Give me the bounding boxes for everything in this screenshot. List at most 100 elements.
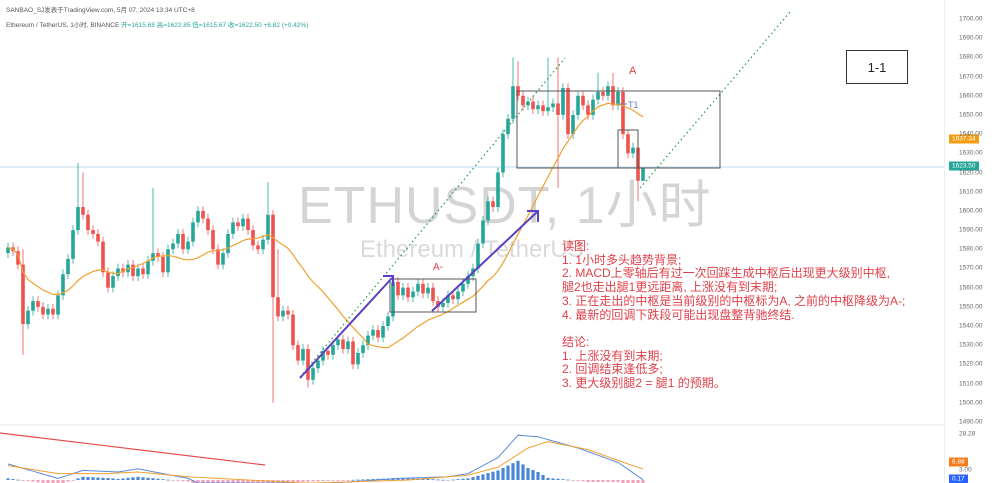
zone-box-small[interactable]: [617, 129, 639, 169]
macd-histogram-bar: [421, 478, 425, 480]
macd-histogram-bar: [486, 473, 490, 480]
candle-body: [626, 134, 630, 154]
macd-histogram-bar: [326, 480, 330, 481]
candle-body: [211, 230, 215, 250]
candle: [301, 344, 305, 366]
macd-histogram-bar: [456, 479, 460, 480]
price-tick: 1500.00: [959, 399, 983, 407]
macd-histogram-bar: [261, 480, 265, 483]
candle-body: [246, 218, 250, 231]
candle: [486, 196, 490, 226]
candle-body: [316, 360, 320, 369]
macd-histogram-bar: [211, 480, 215, 483]
candle-body: [451, 295, 455, 300]
macd-histogram-bar: [511, 463, 515, 480]
macd-histogram-bar: [296, 480, 300, 482]
candle: [331, 340, 335, 360]
candle: [186, 236, 190, 255]
candle: [26, 305, 30, 329]
candle-body: [26, 310, 30, 325]
candle-body: [156, 253, 160, 257]
candle-body: [146, 260, 150, 275]
zone-box-a-minus[interactable]: [389, 278, 477, 313]
candle: [626, 129, 630, 159]
macd-histogram-bar: [136, 476, 140, 480]
candle: [21, 249, 25, 355]
candle-body: [431, 287, 435, 302]
candle: [76, 162, 80, 235]
macd-histogram-bar: [226, 480, 230, 483]
macd-histogram-bar: [516, 460, 520, 480]
macd-histogram-bar: [426, 479, 430, 480]
candle: [641, 167, 645, 181]
candle: [556, 57, 560, 188]
macd-histogram-bar: [571, 480, 575, 481]
macd-histogram-bar: [51, 480, 55, 483]
price-tick: 1600.00: [959, 207, 983, 215]
candle-body: [501, 134, 505, 173]
macd-histogram-bar: [466, 478, 470, 480]
candle-body: [326, 350, 330, 355]
price-tick: 1580.00: [959, 245, 983, 253]
candle-body: [401, 287, 405, 296]
macd-histogram-bar: [336, 480, 340, 481]
candle-body: [171, 243, 175, 250]
candle-body: [576, 95, 580, 115]
macd-histogram-bar: [396, 478, 400, 480]
candle-body: [41, 306, 45, 315]
price-tick: 1540.00: [959, 322, 983, 330]
candle-body: [346, 341, 350, 350]
candle: [551, 98, 555, 113]
candle-body: [556, 103, 560, 115]
candle-body: [106, 272, 110, 288]
macd-histogram-bar: [301, 480, 305, 482]
candle: [536, 100, 540, 114]
macd-histogram-bar: [16, 479, 20, 481]
ohlc-close: 收=1622.50: [227, 22, 262, 29]
candle: [356, 348, 360, 370]
trend-dotted-line-left[interactable]: [299, 57, 566, 378]
macd-histogram-bar: [306, 480, 310, 482]
zone-label-a-minus: A-: [433, 262, 443, 273]
macd-histogram-bar: [116, 478, 120, 480]
candle-body: [611, 86, 615, 106]
macd-histogram-bar: [141, 477, 145, 480]
trend-dotted-line-right[interactable]: [639, 11, 791, 189]
leg1-arrow[interactable]: [299, 275, 394, 379]
candle-body: [301, 349, 305, 361]
macd-histogram-bar: [586, 480, 590, 482]
macd-histogram-bar: [541, 475, 545, 480]
label-box-1-1[interactable]: 1-1: [846, 50, 908, 84]
candle: [231, 217, 235, 239]
macd-histogram-bar: [331, 480, 335, 481]
macd-histogram-bar: [536, 472, 540, 480]
macd-histogram-bar: [526, 468, 530, 480]
candle-body: [221, 253, 225, 265]
candle: [446, 290, 450, 308]
candle-body: [341, 339, 345, 350]
candle-body: [641, 167, 645, 181]
price-tick: 1620.00: [959, 169, 983, 177]
candle: [576, 90, 580, 120]
candle-body: [216, 249, 220, 265]
macd-histogram-bar: [566, 479, 570, 481]
macd-histogram-bar: [56, 480, 60, 483]
divergence-line[interactable]: [0, 432, 266, 466]
candle: [286, 305, 290, 320]
candle: [141, 263, 145, 280]
candle: [136, 263, 140, 281]
candle: [166, 244, 170, 278]
macd-histogram-bar: [186, 480, 190, 482]
price-chart-canvas[interactable]: A- A T1: [0, 0, 944, 483]
macd-histogram-bar: [321, 480, 325, 482]
leg2-arrow[interactable]: [431, 210, 539, 312]
macd-histogram-bar: [191, 480, 195, 483]
macd-histogram-bar: [441, 479, 445, 481]
price-axis[interactable]: 1637.34 1623.50 28.28 6.88 3.00 0.17 170…: [944, 0, 1000, 483]
macd-histogram-bar: [346, 480, 350, 481]
candle-body: [96, 233, 100, 242]
candle-body: [421, 283, 425, 294]
candle-body: [206, 218, 210, 231]
candle: [41, 302, 45, 320]
candle-body: [101, 241, 105, 273]
